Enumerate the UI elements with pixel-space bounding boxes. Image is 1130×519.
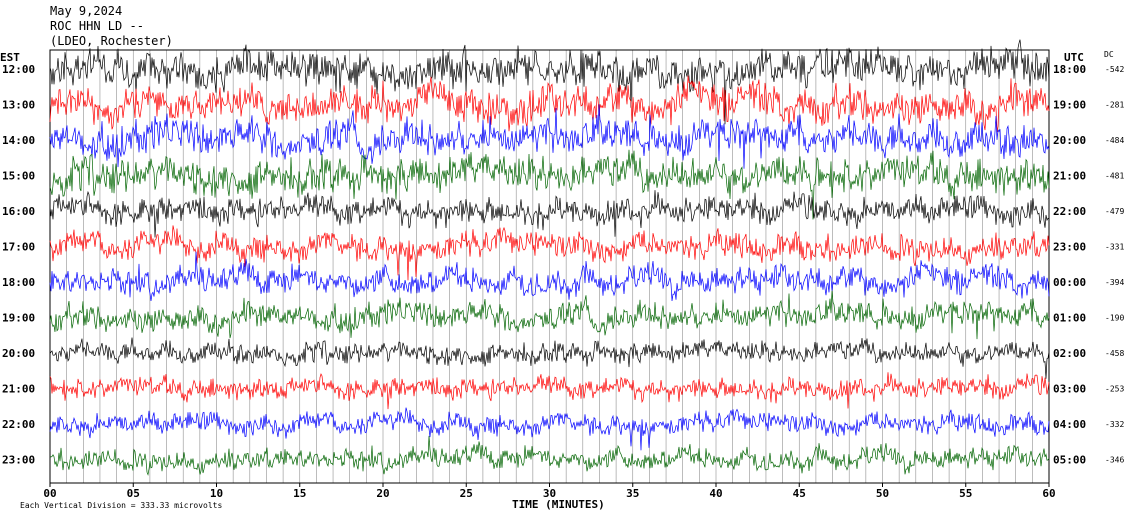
utc-hour-label: 23:00 bbox=[1053, 241, 1086, 254]
est-hour-label: 15:00 bbox=[2, 170, 35, 183]
dc-offset-label: -332 bbox=[1105, 420, 1124, 429]
est-hour-label: 16:00 bbox=[2, 205, 35, 218]
x-tick-label: 00 bbox=[43, 487, 56, 500]
x-tick-label: 30 bbox=[543, 487, 556, 500]
x-axis-title: TIME (MINUTES) bbox=[512, 498, 605, 511]
vertical-grid bbox=[66, 50, 1033, 483]
x-tick-label: 05 bbox=[127, 487, 140, 500]
est-hour-label: 20:00 bbox=[2, 347, 35, 360]
utc-hour-label: 00:00 bbox=[1053, 276, 1086, 289]
dc-offset-label: -346 bbox=[1105, 456, 1124, 465]
utc-hour-label: 21:00 bbox=[1053, 170, 1086, 183]
est-hour-label: 12:00 bbox=[2, 63, 35, 76]
dc-offset-label: -253 bbox=[1105, 385, 1124, 394]
trace-line bbox=[49, 149, 1050, 220]
est-hour-label: 19:00 bbox=[2, 312, 35, 325]
trace-line bbox=[49, 407, 1050, 451]
utc-hour-label: 22:00 bbox=[1053, 205, 1086, 218]
header-location: (LDEO, Rochester) bbox=[50, 34, 173, 48]
x-tick-label: 55 bbox=[959, 487, 972, 500]
x-tick-label: 25 bbox=[460, 487, 473, 500]
trace-line bbox=[49, 39, 1050, 125]
dc-offset-label: -394 bbox=[1105, 278, 1124, 287]
est-hour-label: 18:00 bbox=[2, 276, 35, 289]
est-hour-label: 13:00 bbox=[2, 99, 35, 112]
axis-labels: 00 05 10 15 20 25 30 35 40 45 50 55 60 12:00 18:00 -542… bbox=[2, 63, 1124, 500]
trace-line bbox=[49, 337, 1050, 379]
x-tick-label: 50 bbox=[876, 487, 889, 500]
traces bbox=[49, 39, 1050, 476]
est-hour-label: 23:00 bbox=[2, 454, 35, 467]
trace-line bbox=[49, 290, 1050, 340]
x-tick-label: 15 bbox=[293, 487, 306, 500]
x-tick-label: 10 bbox=[210, 487, 223, 500]
dc-offset-label: -281 bbox=[1105, 101, 1124, 110]
dc-offset-label: -190 bbox=[1105, 314, 1124, 323]
utc-hour-label: 19:00 bbox=[1053, 99, 1086, 112]
trace-line bbox=[49, 225, 1050, 281]
header-date: May 9,2024 bbox=[50, 4, 123, 18]
est-axis-label: EST bbox=[0, 51, 20, 64]
trace-line bbox=[49, 372, 1050, 410]
trace-line bbox=[49, 75, 1050, 133]
scale-note: Each Vertical Division = 333.33 microvol… bbox=[20, 501, 222, 510]
dc-offset-label: -484 bbox=[1105, 136, 1124, 145]
trace-line bbox=[49, 190, 1050, 238]
trace-line bbox=[49, 104, 1050, 169]
utc-hour-label: 03:00 bbox=[1053, 383, 1086, 396]
x-tick-label: 35 bbox=[626, 487, 639, 500]
utc-hour-label: 18:00 bbox=[1053, 63, 1086, 76]
utc-hour-label: 05:00 bbox=[1053, 454, 1086, 467]
est-hour-label: 21:00 bbox=[2, 383, 35, 396]
utc-hour-label: 01:00 bbox=[1053, 312, 1086, 325]
est-hour-label: 17:00 bbox=[2, 241, 35, 254]
x-tick-label: 20 bbox=[376, 487, 389, 500]
dc-offset-label: -458 bbox=[1105, 349, 1124, 358]
dc-offset-label: -331 bbox=[1105, 243, 1124, 252]
x-tick-label: 60 bbox=[1042, 487, 1055, 500]
utc-hour-label: 02:00 bbox=[1053, 347, 1086, 360]
trace-line bbox=[49, 251, 1050, 302]
utc-axis-label: UTC bbox=[1064, 51, 1084, 64]
trace-line bbox=[49, 435, 1050, 476]
dc-offset-label: -542 bbox=[1105, 65, 1124, 74]
utc-hour-label: 04:00 bbox=[1053, 418, 1086, 431]
utc-hour-label: 20:00 bbox=[1053, 134, 1086, 147]
x-tick-label: 40 bbox=[709, 487, 722, 500]
dc-offset-label: -481 bbox=[1105, 172, 1124, 181]
x-tick-label: 45 bbox=[793, 487, 806, 500]
header-station: ROC HHN LD -- bbox=[50, 19, 144, 33]
dc-column-label: DC bbox=[1104, 50, 1114, 59]
dc-offset-label: -479 bbox=[1105, 207, 1124, 216]
est-hour-label: 22:00 bbox=[2, 418, 35, 431]
est-hour-label: 14:00 bbox=[2, 134, 35, 147]
